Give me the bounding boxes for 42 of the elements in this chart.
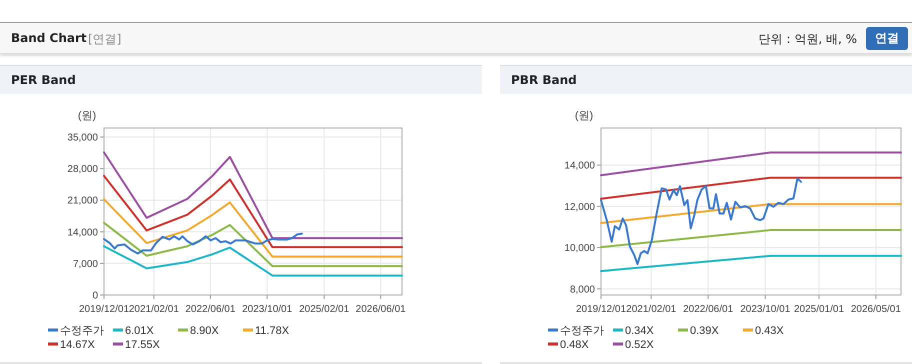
y-tick-label: 14,000 bbox=[564, 160, 596, 172]
x-tick-label: 2021/02/01 bbox=[128, 304, 180, 315]
text: Band Chart bbox=[11, 31, 87, 45]
x-tick-label: 2026/05/01 bbox=[850, 304, 902, 315]
text: 연결 bbox=[866, 27, 908, 50]
y-tick-label: 7,000 bbox=[72, 258, 98, 270]
y-tick-label: 12,000 bbox=[564, 202, 596, 213]
legend-label: 0.52X bbox=[625, 339, 654, 351]
y-tick-label: 35,000 bbox=[67, 132, 98, 144]
legend-label: 0.34X bbox=[625, 325, 654, 337]
chart-title: PBR Band bbox=[511, 73, 577, 87]
legend-label: 수정주가 bbox=[560, 325, 604, 337]
x-tick-label: 2023/10/01 bbox=[242, 304, 293, 315]
y-tick-label: 28,000 bbox=[67, 164, 98, 176]
text: 단위 : 억원, 배, % bbox=[758, 31, 857, 48]
text: [연결] bbox=[88, 31, 122, 48]
legend-label: 14.67X bbox=[60, 339, 96, 351]
x-tick-label: 2019/12/01 bbox=[576, 304, 626, 315]
x-tick-label: 2021/02/01 bbox=[626, 304, 677, 315]
y-tick-label: 8,000 bbox=[570, 284, 596, 296]
x-tick-label: 2025/02/01 bbox=[299, 304, 350, 315]
y-tick-label: 0 bbox=[92, 290, 98, 302]
legend-label: 0.43X bbox=[755, 325, 784, 337]
y-tick-label: 21,000 bbox=[67, 196, 98, 207]
legend-label: 17.55X bbox=[125, 339, 161, 351]
y-axis-title: (원) bbox=[78, 110, 96, 122]
x-tick-label: 2026/06/01 bbox=[356, 304, 406, 315]
legend-label: 0.39X bbox=[690, 325, 720, 337]
y-tick-label: 10,000 bbox=[564, 243, 596, 254]
y-axis-title: (원) bbox=[574, 110, 594, 122]
x-tick-label: 2022/06/01 bbox=[683, 304, 734, 315]
legend-label: 6.01X bbox=[125, 325, 154, 337]
x-tick-label: 2022/06/01 bbox=[185, 304, 236, 315]
chart-title: PER Band bbox=[11, 73, 76, 87]
x-tick-label: 2019/12/01 bbox=[78, 304, 130, 315]
legend-label: 수정주가 bbox=[60, 325, 104, 337]
legend-label: 8.90X bbox=[190, 325, 220, 337]
x-tick-label: 2025/01/01 bbox=[794, 304, 844, 315]
legend-label: 11.78X bbox=[255, 325, 290, 337]
x-tick-label: 2023/10/01 bbox=[740, 304, 791, 315]
y-tick-label: 14,000 bbox=[67, 227, 98, 238]
legend-label: 0.48X bbox=[560, 339, 590, 351]
